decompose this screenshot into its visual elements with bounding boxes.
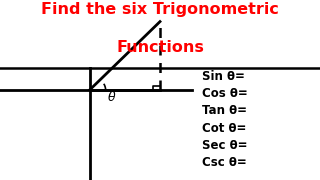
Text: Cos θ=: Cos θ= [202, 87, 247, 100]
Text: Functions: Functions [116, 40, 204, 55]
Text: $\theta$: $\theta$ [107, 90, 117, 104]
Text: Cot θ=: Cot θ= [202, 122, 246, 134]
Text: Find the six Trigonometric: Find the six Trigonometric [41, 2, 279, 17]
Text: Csc θ=: Csc θ= [202, 156, 246, 169]
Text: Sin θ=: Sin θ= [202, 70, 244, 83]
Text: Tan θ=: Tan θ= [202, 104, 247, 117]
Text: Sec θ=: Sec θ= [202, 139, 247, 152]
